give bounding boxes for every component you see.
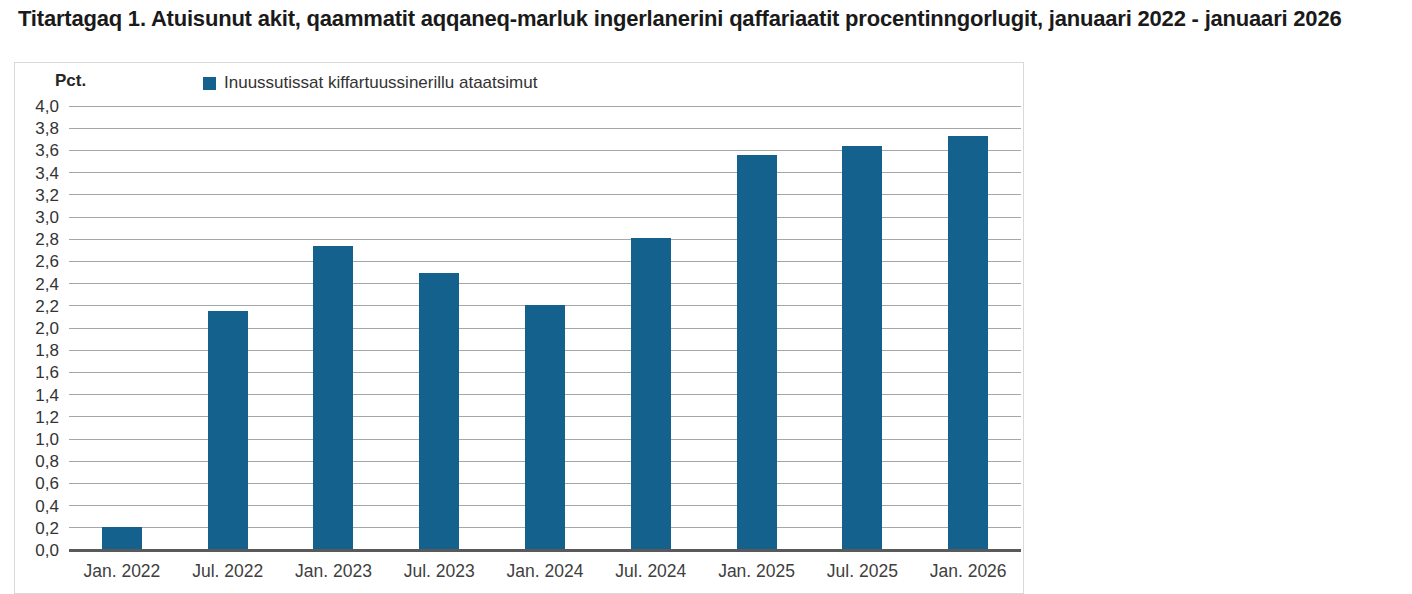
bar <box>525 305 565 550</box>
legend-marker-icon <box>203 77 216 90</box>
bar <box>313 246 353 550</box>
chart-title: Titartagaq 1. Atuisunut akit, qaammatit … <box>18 6 1408 32</box>
y-tick-label: 1,4 <box>15 386 59 403</box>
bar-slot <box>915 106 1021 550</box>
y-tick-label: 1,0 <box>15 431 59 448</box>
y-tick-label: 3,2 <box>15 186 59 203</box>
bar-slot <box>281 106 387 550</box>
x-tick-label: Jul. 2022 <box>175 561 281 582</box>
y-tick-label: 2,6 <box>15 253 59 270</box>
bar <box>631 238 671 550</box>
bar-slot <box>386 106 492 550</box>
bar-slot <box>809 106 915 550</box>
x-tick-label: Jan. 2022 <box>69 561 175 582</box>
y-tick-label: 3,0 <box>15 209 59 226</box>
y-tick-label: 0,8 <box>15 453 59 470</box>
bar <box>208 311 248 550</box>
y-tick-label: 3,4 <box>15 164 59 181</box>
x-tick-label: Jan. 2024 <box>492 561 598 582</box>
x-tick-label: Jul. 2025 <box>809 561 915 582</box>
x-tick-label: Jul. 2024 <box>598 561 704 582</box>
y-tick-label: 0,6 <box>15 475 59 492</box>
y-axis-unit-label: Pct. <box>55 71 86 91</box>
y-tick-label: 1,6 <box>15 364 59 381</box>
chart-figure: Titartagaq 1. Atuisunut akit, qaammatit … <box>0 0 1412 594</box>
bars-layer <box>69 106 1021 550</box>
y-tick-label: 1,8 <box>15 342 59 359</box>
bar-slot <box>704 106 810 550</box>
y-tick-label: 2,2 <box>15 297 59 314</box>
chart-plot-frame: Pct. Inuussutissat kiffartuussinerillu a… <box>14 62 1024 594</box>
bar <box>419 273 459 551</box>
x-tick-label: Jan. 2026 <box>915 561 1021 582</box>
x-tick-label: Jan. 2023 <box>281 561 387 582</box>
bar-slot <box>598 106 704 550</box>
y-tick-label: 3,6 <box>15 142 59 159</box>
x-axis-labels: Jan. 2022Jul. 2022Jan. 2023Jul. 2023Jan.… <box>69 561 1021 582</box>
y-tick-label: 2,0 <box>15 320 59 337</box>
plot-area: 0,00,20,40,60,81,01,21,41,61,82,02,22,42… <box>69 106 1021 550</box>
legend: Inuussutissat kiffartuussinerillu ataats… <box>203 73 537 93</box>
legend-label: Inuussutissat kiffartuussinerillu ataats… <box>224 73 537 93</box>
bar-slot <box>492 106 598 550</box>
y-tick-label: 2,8 <box>15 231 59 248</box>
x-tick-label: Jul. 2023 <box>386 561 492 582</box>
bar-slot <box>175 106 281 550</box>
bar <box>948 136 988 550</box>
y-tick-label: 3,8 <box>15 120 59 137</box>
bar <box>102 527 142 550</box>
bar-slot <box>69 106 175 550</box>
y-tick-label: 0,2 <box>15 519 59 536</box>
y-tick-label: 1,2 <box>15 408 59 425</box>
y-tick-label: 4,0 <box>15 98 59 115</box>
y-tick-label: 0,0 <box>15 542 59 559</box>
x-axis-line <box>69 549 1021 552</box>
x-tick-label: Jan. 2025 <box>704 561 810 582</box>
y-tick-label: 2,4 <box>15 275 59 292</box>
bar <box>737 155 777 550</box>
y-tick-label: 0,4 <box>15 497 59 514</box>
bar <box>842 146 882 550</box>
